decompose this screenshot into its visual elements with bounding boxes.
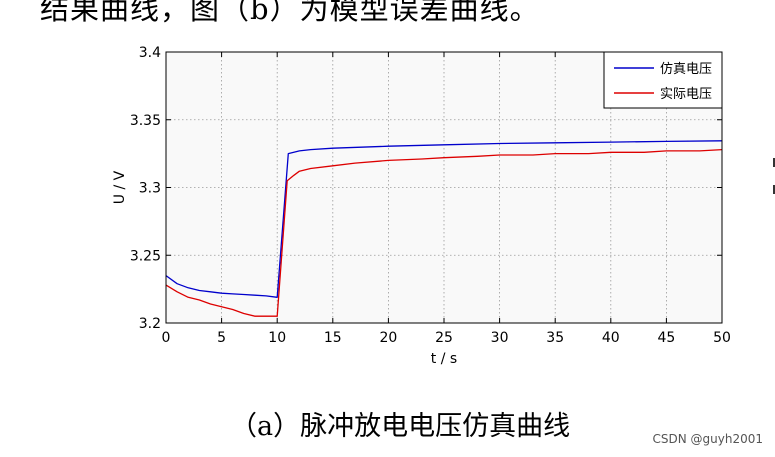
voltage-chart: 0 5 10 15 20 25 30 35 40 45 50 3.2 3.25 3.3 3.35 3.4 t … [112,45,731,367]
edge-mark-2 [773,185,775,194]
x-tick-label: 0 [162,330,171,346]
x-tick-label: 40 [602,330,620,346]
y-tick-label: 3.25 [130,248,161,264]
watermark: CSDN @guyh2001 [652,432,764,446]
x-tick-label: 15 [324,330,342,346]
y-axis-label: U / V [112,170,128,204]
legend-label-simulated: 仿真电压 [660,62,712,77]
series-lines [165,140,723,317]
x-tick-label: 35 [546,330,564,346]
figure-caption: （a）脉冲放电电压仿真曲线 [230,411,571,442]
edge-mark-1 [773,158,775,167]
y-tick-label: 3.3 [139,181,161,197]
y-tick-label: 3.2 [139,316,161,332]
x-tick-label: 50 [713,330,731,346]
x-tick-label: 5 [217,330,226,346]
x-tick-label: 30 [491,330,509,346]
x-tick-label: 20 [379,330,397,346]
y-tick-label: 3.35 [130,113,161,129]
header-text: 结果曲线，图（b）为模型误差曲线。 [40,0,540,26]
legend-label-actual: 实际电压 [660,87,712,102]
tick-labels: 0 5 10 15 20 25 30 35 40 45 50 3.2 3.25 3.3 3.35 3.4 [130,45,731,346]
legend: 仿真电压 实际电压 [603,51,723,109]
x-tick-label: 45 [657,330,675,346]
x-tick-label: 25 [435,330,453,346]
series-line-0 [165,140,723,298]
y-tick-label: 3.4 [139,45,161,61]
legend-box [603,51,723,109]
x-axis-label: t / s [431,351,457,367]
series-line-1 [165,148,723,317]
x-tick-label: 10 [268,330,286,346]
